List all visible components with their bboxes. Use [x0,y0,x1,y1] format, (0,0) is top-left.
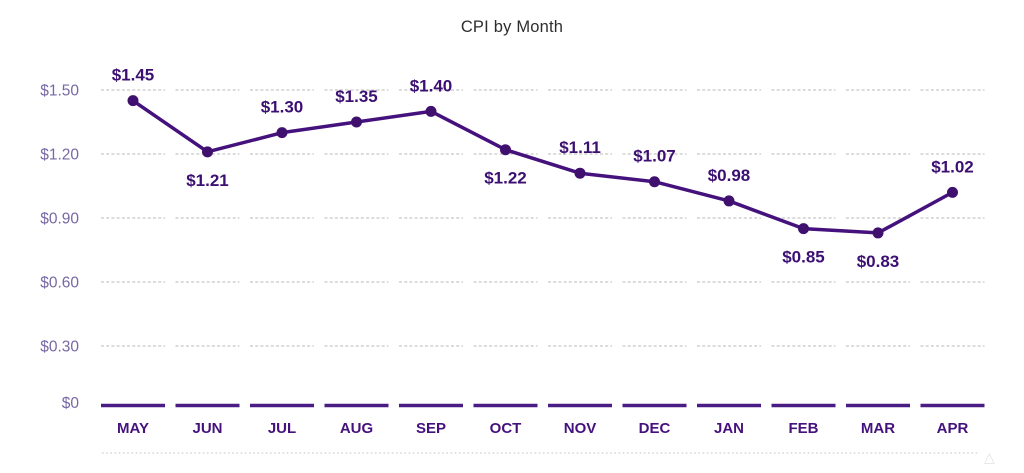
data-point-label: $1.30 [261,98,304,117]
data-point [872,227,884,239]
data-point-label: $1.45 [112,66,155,85]
y-axis-label: $1.50 [40,83,79,100]
data-point-label: $1.40 [410,76,453,95]
data-point-label: $0.98 [708,166,751,185]
data-point-label: $0.85 [782,248,825,267]
y-axis-label: $0.30 [40,339,79,356]
x-axis-month-label: AUG [340,420,373,437]
y-axis-label: $0.90 [40,211,79,228]
data-point [202,146,213,158]
y-axis-label: $1.20 [40,147,79,164]
y-axis-label: $0 [62,395,80,412]
data-point [425,105,437,117]
data-point [649,176,660,188]
data-point [500,144,511,156]
x-axis-month-label: JUN [192,420,222,437]
data-point-label: $1.07 [633,147,676,166]
data-point [798,223,809,235]
data-point [574,167,586,179]
x-axis-month-label: NOV [564,420,597,437]
data-point-label: $0.83 [857,252,900,271]
data-point [276,127,288,139]
data-point [947,186,958,198]
data-point-label: $1.21 [186,171,229,190]
data-point-label: $1.22 [484,169,527,188]
cpi-series-line [131,98,955,235]
x-axis-month-label: DEC [639,420,671,437]
data-point [127,95,139,107]
x-axis-month-label: JAN [714,420,744,437]
x-axis-month-label: OCT [490,420,522,437]
data-point [723,195,735,207]
data-point-label: $1.02 [931,157,974,176]
x-axis-month-label: SEP [416,420,446,437]
x-axis-month-label: MAR [861,420,895,437]
data-point [351,116,362,128]
data-point-label: $1.11 [559,138,601,157]
x-axis-month-label: JUL [268,420,296,437]
y-axis-label: $0.60 [40,275,79,292]
x-axis-month-label: FEB [789,420,819,437]
x-axis-month-label: APR [937,420,969,437]
chart-title: CPI by Month [460,18,564,36]
watermark-icon: △ [984,449,995,465]
x-axis-month-label: MAY [117,420,149,437]
data-point-label: $1.35 [335,87,378,106]
